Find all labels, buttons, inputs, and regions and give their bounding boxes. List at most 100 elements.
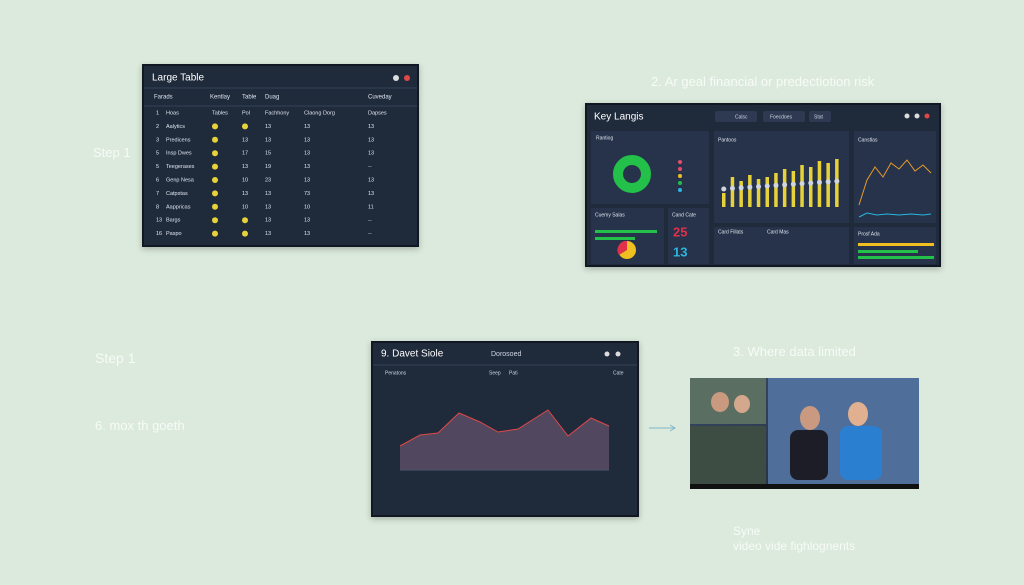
table-cell: -- [368, 231, 372, 237]
card-title: Card Fillats [718, 229, 744, 235]
label: Pati [509, 370, 518, 376]
thumbnail [690, 426, 766, 484]
table-cell: 13 [304, 164, 310, 170]
table-cell: 10 [242, 204, 248, 210]
table-cell: 13 [368, 177, 374, 183]
icon[interactable] [924, 113, 930, 119]
table-cell: 16 [156, 231, 162, 237]
icon[interactable] [393, 75, 399, 81]
tab-label[interactable]: Foecdoes [770, 114, 792, 120]
bar-marker [816, 179, 822, 185]
card-title: Pantoos [718, 137, 737, 143]
progress [858, 243, 934, 246]
controls[interactable] [690, 484, 919, 489]
column-header: Kentlay [210, 95, 230, 101]
status-icon [212, 177, 218, 183]
table-cell: Insp Dwes [166, 151, 192, 157]
caption: video vide fighlognents [733, 539, 856, 553]
table-cell: Dapses [368, 110, 387, 116]
table-cell: Paspo [166, 231, 182, 237]
column-header: Duag [265, 95, 279, 101]
icon[interactable] [404, 75, 410, 81]
table-cell: -- [368, 218, 372, 224]
table-cell: 13 [265, 204, 271, 210]
kpi: 25 [673, 224, 687, 239]
status-icon [212, 163, 218, 170]
tab-label[interactable]: Stat [814, 114, 824, 120]
card-title: Card Mas [767, 229, 789, 235]
icon[interactable] [615, 351, 621, 357]
table-cell: 15 [265, 151, 271, 157]
table-cell: 10 [304, 204, 310, 210]
card-title: Prosf Ada [858, 231, 880, 237]
detail-panel: 9. Davet Siole Dorosoed Penatons Seep Pa… [371, 341, 639, 517]
donut [613, 155, 651, 193]
table-cell: Hoas [166, 110, 179, 116]
bar-marker [773, 182, 779, 188]
note: 3. Where data limited [733, 344, 856, 359]
icon[interactable] [914, 113, 920, 119]
figure [790, 430, 828, 480]
table-cell: 13 [242, 191, 248, 197]
tab[interactable] [763, 111, 805, 122]
table-cell: 8 [156, 204, 159, 210]
table-cell: 7 [156, 191, 159, 197]
table-title: Large Table [152, 73, 205, 84]
label: Penatons [385, 370, 407, 376]
icon[interactable] [904, 113, 910, 119]
bar-marker [834, 178, 840, 184]
status-icon [242, 123, 248, 130]
tab[interactable] [715, 111, 757, 122]
table-cell: 13 [156, 218, 162, 224]
bar [826, 163, 830, 207]
table-cell: Aalytics [166, 124, 185, 130]
card-title: Cand Cate [672, 212, 696, 218]
table-cell: 13 [242, 137, 248, 143]
table-cell: Claong Dorg [304, 110, 335, 116]
table-cell: Fachhony [265, 110, 289, 116]
table-cell: 13 [304, 124, 310, 130]
column-header: Farads [154, 95, 173, 101]
legend [678, 160, 682, 192]
table-cell: 13 [304, 137, 310, 143]
bar [739, 181, 743, 207]
tab[interactable] [809, 111, 831, 122]
tab-label[interactable]: Calsc [735, 114, 748, 120]
table-cell: Predicens [166, 137, 191, 143]
bar-marker [729, 185, 735, 191]
bar-marker [790, 181, 796, 187]
column-header: Cuveday [368, 95, 392, 101]
bar [774, 173, 778, 207]
label: Cate [613, 370, 624, 376]
video-player[interactable] [690, 378, 919, 489]
status-icon [242, 230, 248, 237]
column-header: Table [242, 95, 257, 101]
status-icon [212, 123, 218, 130]
table-cell: 17 [242, 151, 248, 157]
pie-slice [617, 240, 627, 255]
table-cell: 6 [156, 177, 159, 183]
bar-chart [721, 159, 840, 207]
bar [756, 179, 761, 207]
bar [791, 171, 796, 207]
caption: Syne [733, 524, 761, 538]
figure [734, 395, 750, 413]
table-cell: 19 [265, 164, 271, 170]
card [668, 208, 709, 264]
table-cell: 13 [304, 151, 310, 157]
dashboard-title: Key Langis [594, 112, 643, 123]
table-cell: Pol [242, 110, 250, 116]
status-icon [212, 230, 218, 237]
panel-title: 9. Davet Siole [381, 349, 444, 360]
table-cell: 13 [304, 231, 310, 237]
table-cell: 13 [265, 218, 271, 224]
bar [809, 167, 813, 207]
step-label: Step 1 [95, 350, 136, 366]
table-cell: Tables [212, 110, 228, 116]
table-cell: Teegerases [166, 164, 195, 170]
line-chart [858, 212, 932, 218]
area [400, 410, 609, 470]
icon[interactable] [604, 351, 610, 357]
